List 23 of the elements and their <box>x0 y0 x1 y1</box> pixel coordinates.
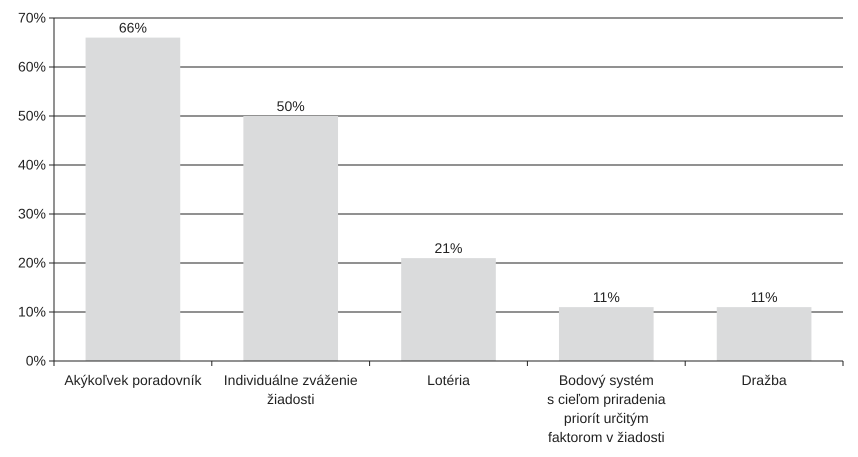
x-tick-label: Dražba <box>742 372 787 388</box>
x-tick-label: Bodový systém s cieľom priradenia priorít určitým faktorom v žiadosti <box>547 372 666 445</box>
x-tick-label: Akýkoľvek poradovník <box>64 372 202 388</box>
y-tick-label: 20% <box>18 254 46 270</box>
bar <box>401 258 496 361</box>
y-tick-label: 40% <box>18 156 46 172</box>
y-tick-label: 50% <box>18 107 46 124</box>
data-label: 11% <box>592 289 620 306</box>
data-label: 11% <box>750 289 778 306</box>
bar <box>558 307 654 361</box>
y-tick-label: 60% <box>18 58 46 74</box>
bar <box>716 307 812 361</box>
x-tick-label: Lotéria <box>427 372 470 388</box>
y-tick-label: 30% <box>18 205 46 222</box>
bar <box>86 38 180 361</box>
x-tick-label: Individuálne zváženie žiadosti <box>224 372 358 407</box>
data-label: 21% <box>434 240 463 256</box>
data-label: 66% <box>118 20 147 36</box>
y-tick-label: 10% <box>18 303 46 320</box>
y-tick-label: 70% <box>18 9 46 26</box>
y-tick-label: 0% <box>26 352 46 368</box>
data-label: 50% <box>276 98 305 114</box>
bar <box>243 116 338 361</box>
